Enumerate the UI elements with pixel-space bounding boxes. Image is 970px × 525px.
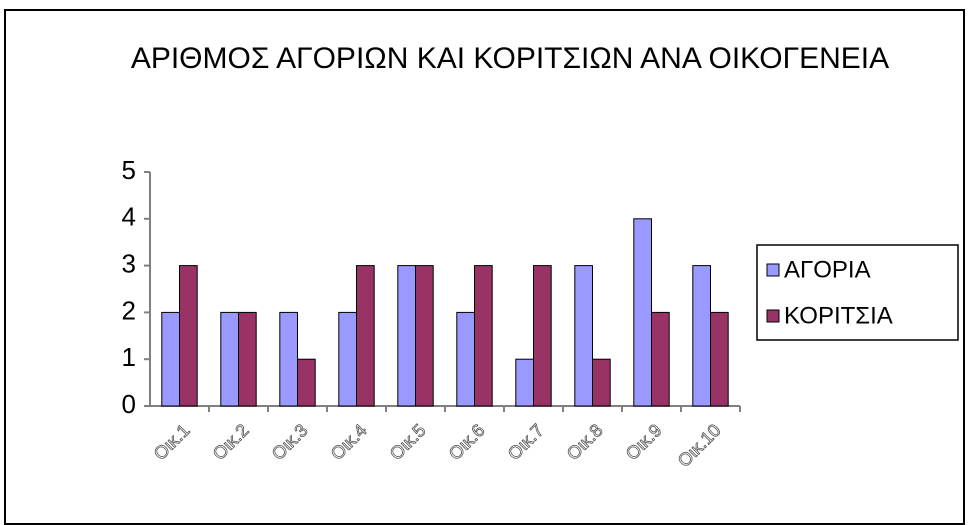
y-tick-label: 1 bbox=[122, 342, 136, 372]
y-tick-label: 3 bbox=[122, 248, 136, 278]
bar bbox=[533, 265, 552, 407]
bar bbox=[238, 311, 257, 407]
y-tick-label: 0 bbox=[122, 389, 136, 419]
bar bbox=[297, 358, 316, 407]
bar bbox=[279, 311, 298, 407]
bar bbox=[474, 265, 493, 407]
bar bbox=[710, 311, 729, 407]
bar bbox=[456, 311, 475, 407]
y-tick-label: 4 bbox=[122, 202, 136, 232]
y-tick-label: 2 bbox=[122, 295, 136, 325]
bar bbox=[397, 265, 416, 407]
y-tick-label: 5 bbox=[122, 155, 136, 185]
bar bbox=[574, 265, 593, 407]
legend-label: ΑΓΟΡΙΑ bbox=[784, 256, 871, 283]
bar bbox=[338, 311, 357, 407]
bar bbox=[692, 265, 711, 407]
bar bbox=[161, 311, 181, 407]
bar bbox=[179, 265, 198, 407]
bar bbox=[415, 265, 434, 407]
bar bbox=[592, 358, 611, 407]
bar bbox=[651, 311, 670, 407]
bar bbox=[220, 311, 240, 407]
chart-title: ΑΡΙΘΜΟΣ ΑΓΟΡΙΩΝ ΚΑΙ ΚΟΡΙΤΣΙΩΝ ΑΝΑ ΟΙΚΟΓΕ… bbox=[130, 42, 890, 75]
legend-box bbox=[756, 244, 959, 341]
legend-label: ΚΟΡΙΤΣΙΑ bbox=[784, 302, 893, 329]
bar bbox=[356, 265, 375, 407]
legend-swatch bbox=[766, 263, 780, 277]
legend-swatch bbox=[766, 309, 780, 323]
bar bbox=[515, 358, 534, 407]
bar bbox=[633, 218, 652, 407]
